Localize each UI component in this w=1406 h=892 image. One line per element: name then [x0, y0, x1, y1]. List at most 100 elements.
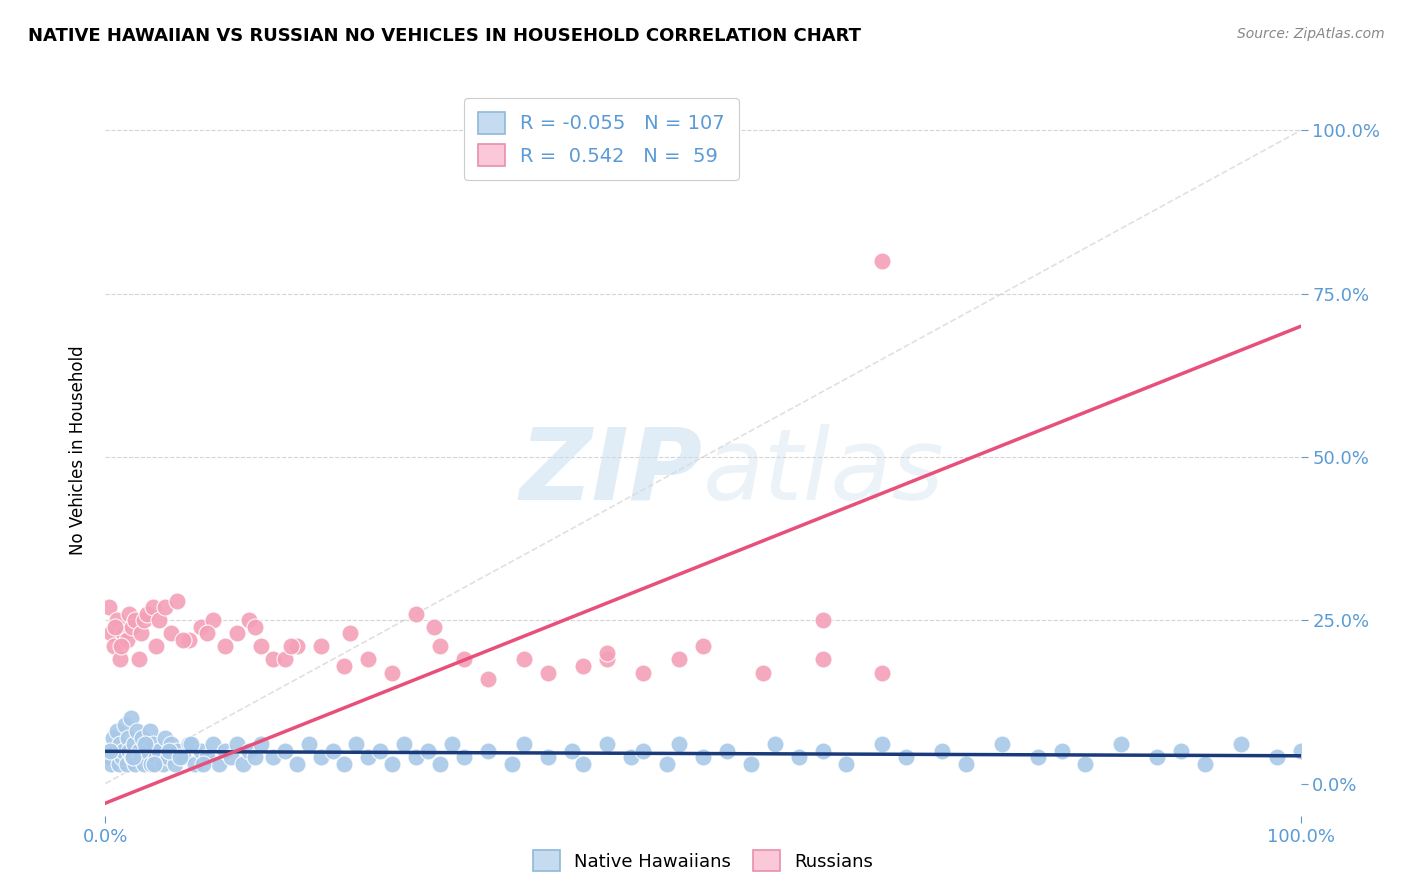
- Point: [214, 744, 236, 758]
- Point: [513, 652, 536, 666]
- Legend: R = -0.055   N = 107, R =  0.542   N =  59: R = -0.055 N = 107, R = 0.542 N = 59: [464, 98, 738, 180]
- Point: [692, 640, 714, 654]
- Point: [423, 620, 446, 634]
- Point: [811, 613, 834, 627]
- Point: [280, 640, 302, 654]
- Point: [208, 756, 231, 771]
- Point: [1111, 737, 1133, 751]
- Point: [214, 640, 236, 654]
- Point: [153, 731, 177, 745]
- Point: [513, 737, 536, 751]
- Point: [357, 652, 380, 666]
- Point: [477, 672, 499, 686]
- Point: [1289, 744, 1312, 758]
- Point: [128, 744, 150, 758]
- Point: [381, 665, 404, 680]
- Point: [243, 750, 266, 764]
- Point: [872, 254, 894, 268]
- Point: [596, 737, 619, 751]
- Point: [98, 600, 121, 615]
- Point: [225, 737, 249, 751]
- Point: [195, 750, 218, 764]
- Point: [177, 737, 201, 751]
- Point: [633, 665, 655, 680]
- Point: [1229, 737, 1251, 751]
- Point: [143, 756, 166, 771]
- Point: [894, 750, 917, 764]
- Point: [872, 737, 894, 751]
- Point: [166, 593, 188, 607]
- Point: [142, 600, 165, 615]
- Point: [160, 737, 183, 751]
- Point: [107, 724, 129, 739]
- Point: [190, 620, 212, 634]
- Point: [1146, 750, 1168, 764]
- Point: [124, 613, 146, 627]
- Point: [166, 744, 188, 758]
- Point: [184, 756, 207, 771]
- Point: [225, 626, 249, 640]
- Legend: Native Hawaiians, Russians: Native Hawaiians, Russians: [526, 843, 880, 879]
- Point: [250, 640, 273, 654]
- Point: [596, 646, 619, 660]
- Point: [405, 750, 427, 764]
- Point: [250, 737, 273, 751]
- Point: [136, 744, 159, 758]
- Point: [107, 756, 129, 771]
- Point: [190, 744, 212, 758]
- Point: [160, 626, 183, 640]
- Point: [108, 737, 131, 751]
- Point: [668, 652, 690, 666]
- Point: [811, 744, 834, 758]
- Point: [138, 724, 160, 739]
- Point: [114, 717, 136, 731]
- Point: [333, 756, 356, 771]
- Point: [572, 659, 595, 673]
- Point: [309, 750, 332, 764]
- Point: [122, 737, 145, 751]
- Point: [129, 750, 153, 764]
- Point: [148, 613, 170, 627]
- Point: [440, 737, 463, 751]
- Point: [416, 744, 439, 758]
- Point: [273, 652, 295, 666]
- Point: [501, 756, 523, 771]
- Point: [262, 652, 284, 666]
- Point: [193, 756, 215, 771]
- Point: [145, 750, 167, 764]
- Point: [285, 640, 308, 654]
- Point: [346, 737, 368, 751]
- Point: [100, 756, 122, 771]
- Point: [107, 613, 129, 627]
- Point: [321, 744, 344, 758]
- Point: [131, 731, 153, 745]
- Point: [134, 737, 156, 751]
- Point: [453, 750, 475, 764]
- Point: [100, 626, 122, 640]
- Point: [357, 750, 380, 764]
- Point: [751, 665, 773, 680]
- Point: [148, 744, 170, 758]
- Point: [429, 756, 451, 771]
- Point: [122, 750, 145, 764]
- Point: [104, 620, 127, 634]
- Point: [118, 744, 141, 758]
- Text: Source: ZipAtlas.com: Source: ZipAtlas.com: [1237, 27, 1385, 41]
- Y-axis label: No Vehicles in Household: No Vehicles in Household: [69, 345, 87, 556]
- Point: [1265, 750, 1288, 764]
- Point: [153, 600, 177, 615]
- Point: [115, 756, 138, 771]
- Point: [692, 750, 714, 764]
- Point: [117, 731, 139, 745]
- Point: [931, 744, 953, 758]
- Point: [101, 731, 124, 745]
- Point: [333, 659, 356, 673]
- Point: [180, 737, 202, 751]
- Point: [111, 750, 134, 764]
- Point: [128, 652, 150, 666]
- Point: [243, 620, 266, 634]
- Point: [98, 744, 121, 758]
- Point: [125, 724, 148, 739]
- Text: ZIP: ZIP: [520, 424, 703, 521]
- Point: [955, 756, 977, 771]
